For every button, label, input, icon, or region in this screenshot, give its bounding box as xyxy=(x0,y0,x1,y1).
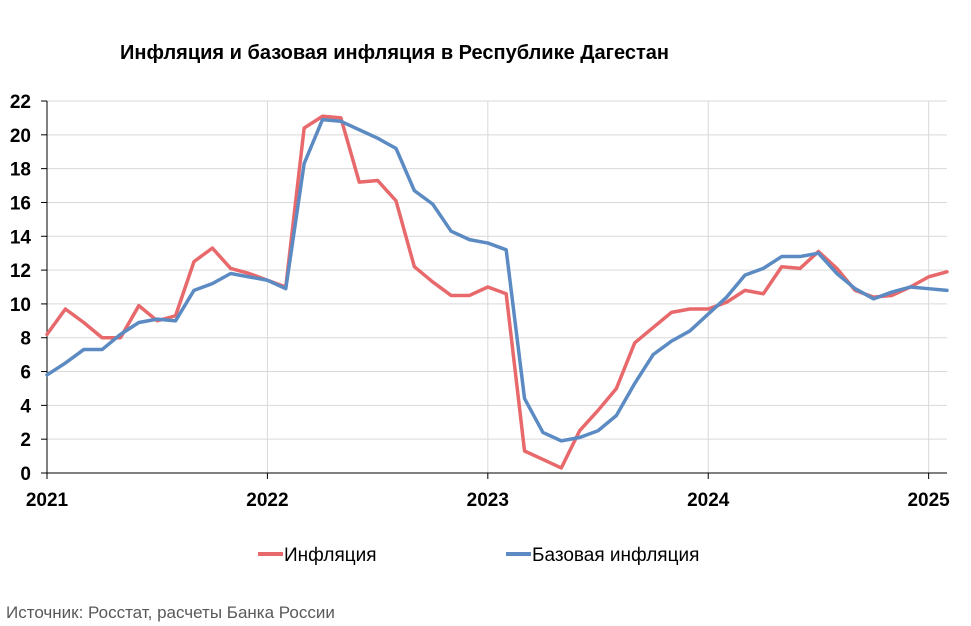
core-inflation-line xyxy=(45,117,949,443)
y-axis-ticks: 0 2 4 6 8 10 12 14 16 18 20 22 xyxy=(10,92,32,485)
y-tick-label: 12 xyxy=(10,261,31,282)
y-tick-label: 16 xyxy=(10,193,31,214)
y-tick-label: 18 xyxy=(10,160,31,181)
source-note: Источник: Росстат, расчеты Банка России xyxy=(6,603,335,622)
axes xyxy=(41,100,947,479)
legend-label-inflation: Инфляция xyxy=(284,545,377,566)
x-tick-label: 2021 xyxy=(26,490,69,511)
series-lines xyxy=(45,114,949,470)
x-tick-label: 2022 xyxy=(246,490,288,511)
x-axis-ticks: 2021 2022 2023 2024 2025 xyxy=(26,490,950,511)
legend: Инфляция Базовая инфляция xyxy=(258,545,699,566)
y-tick-label: 6 xyxy=(20,363,31,384)
y-tick-label: 2 xyxy=(20,430,31,451)
x-tick-label: 2025 xyxy=(907,490,950,511)
legend-label-core-inflation: Базовая инфляция xyxy=(532,545,699,566)
y-tick-label: 20 xyxy=(10,126,31,147)
grid-lines xyxy=(47,100,947,473)
y-tick-label: 22 xyxy=(10,92,31,113)
x-tick-label: 2023 xyxy=(467,490,509,511)
inflation-line xyxy=(45,114,949,470)
chart-title: Инфляция и базовая инфляция в Республике… xyxy=(120,42,669,64)
y-tick-label: 0 xyxy=(20,464,31,485)
y-tick-label: 8 xyxy=(20,329,31,350)
x-tick-label: 2024 xyxy=(687,490,730,511)
y-tick-label: 10 xyxy=(10,295,31,316)
y-tick-label: 14 xyxy=(10,227,32,248)
y-tick-label: 4 xyxy=(20,396,31,417)
